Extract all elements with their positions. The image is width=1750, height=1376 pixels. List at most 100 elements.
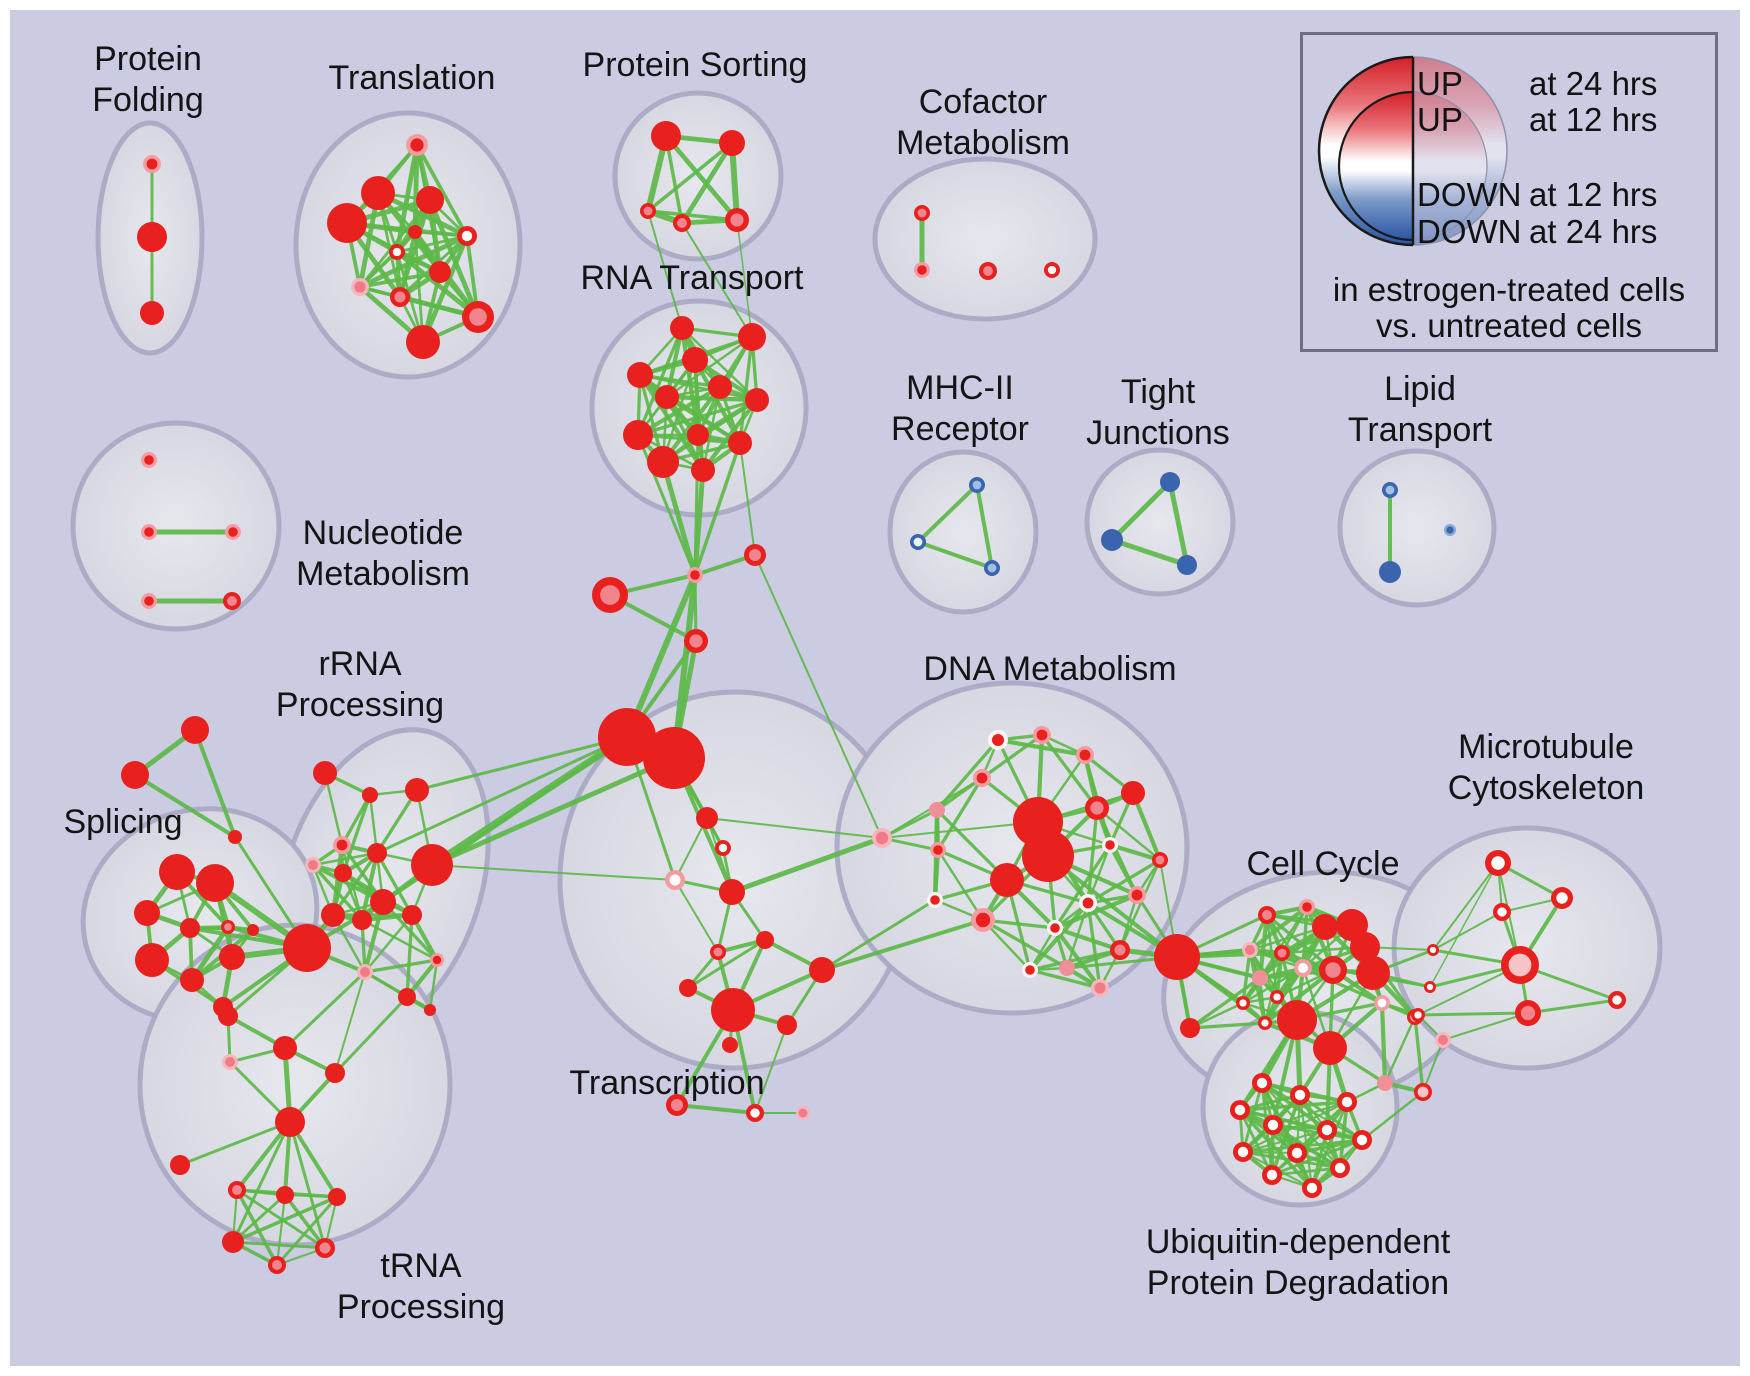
node-dm10 — [990, 863, 1024, 897]
edge — [660, 459, 698, 578]
node-rt6 — [655, 385, 679, 409]
node-g4 — [684, 629, 708, 653]
legend-direction-down-24: DOWN — [1417, 213, 1522, 250]
node-ps3 — [640, 203, 656, 219]
cluster-ellipse-mhc-ii-receptor — [887, 449, 1039, 615]
edge — [738, 335, 754, 445]
node-tv4 — [327, 203, 367, 243]
node-mt10 — [1435, 1032, 1451, 1048]
legend-note-line-1: in estrogen-treated cells — [1332, 271, 1686, 308]
node-nm2 — [141, 524, 157, 540]
node-tc7 — [809, 957, 835, 983]
node-tv3 — [416, 186, 444, 214]
edge — [311, 851, 379, 867]
node-cc11 — [1319, 956, 1347, 984]
cluster-ellipse-dna-metabolism — [834, 680, 1190, 1016]
edge — [932, 847, 941, 903]
node-dm18 — [1047, 920, 1063, 936]
node-lt3 — [1444, 524, 1456, 536]
node-dm4 — [973, 769, 991, 787]
node-dm5 — [929, 802, 945, 818]
node-rr3 — [405, 778, 429, 802]
node-tn3 — [273, 1036, 297, 1060]
edge — [323, 771, 344, 847]
node-rr1 — [313, 761, 337, 785]
node-hb — [283, 924, 331, 972]
node-ps5 — [725, 208, 749, 232]
legend-time-12-up: at 12 hrs — [1529, 101, 1658, 138]
edge — [693, 433, 700, 577]
edge — [1442, 1012, 1529, 1041]
node-tc1 — [696, 807, 718, 829]
edge — [375, 735, 629, 855]
node-pf3 — [140, 301, 164, 325]
node-sp10 — [247, 924, 259, 936]
node-dm15 — [971, 908, 995, 932]
node-tc9 — [711, 988, 755, 1032]
node-nm5 — [223, 592, 241, 610]
node-tn2 — [222, 1054, 238, 1070]
node-sp1 — [159, 854, 195, 890]
edge — [1118, 858, 1162, 952]
edge — [358, 198, 432, 289]
node-cc7 — [1356, 956, 1390, 990]
edge — [1046, 854, 1179, 959]
node-sp5 — [221, 920, 235, 934]
node-ub3 — [1337, 1092, 1357, 1112]
node-tc4 — [719, 879, 745, 905]
cluster-label-rna-transport: RNA Transport — [581, 259, 805, 297]
edge — [679, 140, 735, 226]
node-cc0 — [1154, 934, 1200, 980]
node-dm14 — [927, 892, 943, 908]
cluster-label-cell-cycle: Cell Cycle — [1246, 845, 1399, 883]
edge — [405, 913, 414, 999]
edge — [1413, 1015, 1425, 1094]
node-ub10 — [1330, 1158, 1350, 1178]
node-rt7 — [745, 388, 769, 412]
node-rt3 — [682, 347, 708, 373]
edge — [680, 326, 759, 402]
node-mt8 — [1424, 981, 1436, 993]
node-mh1 — [969, 477, 985, 493]
edge — [1107, 842, 1140, 898]
edge — [936, 848, 985, 922]
cluster-label-protein-sorting: Protein Sorting — [583, 46, 808, 84]
cluster-label-tight-junctions: Tight — [1121, 373, 1196, 411]
edge — [1095, 806, 1162, 862]
node-rr4 — [333, 836, 351, 854]
edge — [1028, 926, 1057, 972]
edge — [358, 270, 442, 289]
node-tn12 — [268, 1256, 286, 1274]
cluster-label-trna-processing: tRNA — [380, 1247, 462, 1285]
edge — [1107, 842, 1163, 863]
edge — [754, 1024, 788, 1114]
node-cc14 — [1236, 996, 1250, 1010]
edge — [1270, 1166, 1342, 1177]
edge — [359, 850, 380, 923]
cluster-label-lipid-transport: Transport — [1348, 411, 1493, 449]
node-g1 — [687, 567, 703, 583]
legend-box: UP at 24 hrs UP at 12 hrs DOWN at 12 hrs… — [1300, 32, 1718, 352]
node-rr2 — [362, 787, 378, 803]
edge — [681, 222, 753, 338]
node-tv9 — [390, 287, 410, 307]
edge — [980, 733, 1044, 780]
cluster-label-cofactor-metabolism: Metabolism — [896, 124, 1070, 162]
node-tj2 — [1101, 529, 1123, 551]
node-nm4 — [141, 593, 157, 609]
node-dm2 — [1033, 726, 1051, 744]
cluster-label-lipid-transport: Lipid — [1384, 370, 1456, 408]
node-tv1 — [406, 134, 428, 156]
node-h1 — [598, 708, 656, 766]
edge — [663, 133, 740, 223]
edge — [1295, 1138, 1364, 1155]
cluster-label-microtubule-cytoskeleton: Cytoskeleton — [1448, 769, 1645, 807]
node-cc17 — [1313, 1031, 1347, 1065]
node-mt9 — [1411, 1008, 1425, 1022]
node-dm1 — [988, 730, 1008, 750]
node-cf3 — [979, 262, 997, 280]
cluster-ellipse-nucleotide-metabolism — [70, 420, 282, 632]
node-cf1 — [914, 205, 930, 221]
node-mh3 — [984, 560, 1000, 576]
cluster-ellipse-tight-junctions — [1084, 447, 1236, 597]
